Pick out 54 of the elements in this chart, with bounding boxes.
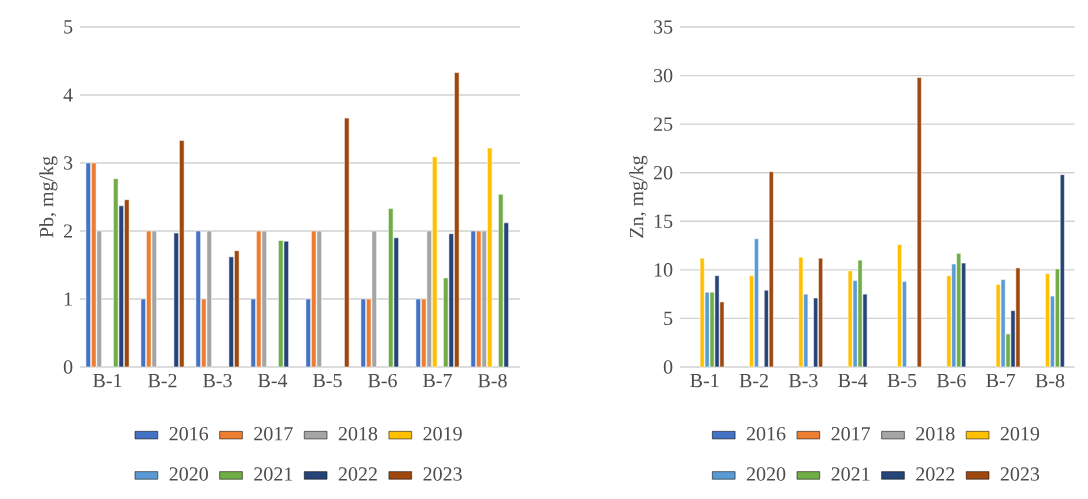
y-tick-label: 20 bbox=[653, 165, 673, 180]
legend-label: 2022 bbox=[338, 467, 377, 481]
legend-label: 2020 bbox=[746, 467, 786, 481]
y-tick-label: 4 bbox=[63, 88, 73, 102]
x-tick-label: B-1 bbox=[93, 373, 122, 388]
y-axis-title: Zn, mg/kg bbox=[629, 155, 648, 238]
y-tick-label: 10 bbox=[654, 263, 673, 277]
x-tick-label: B-2 bbox=[739, 373, 768, 388]
x-tick-label: B-3 bbox=[203, 373, 232, 388]
bar bbox=[1059, 174, 1065, 368]
y-tick-label: 15 bbox=[654, 214, 673, 228]
x-tick-label: B-5 bbox=[313, 373, 342, 388]
bar bbox=[768, 171, 774, 368]
x-tick-label: B-8 bbox=[1035, 373, 1065, 388]
bar bbox=[344, 117, 350, 368]
legend-label: 2018 bbox=[338, 426, 378, 441]
legend-label: 2020 bbox=[169, 467, 208, 481]
y-axis-title: Pb, mg/kg bbox=[39, 156, 58, 238]
x-tick-label: B-8 bbox=[478, 373, 507, 388]
y-tick-label: 5 bbox=[664, 311, 673, 326]
y-tick-label: 3 bbox=[64, 156, 73, 170]
x-tick-label: B-6 bbox=[936, 373, 966, 388]
y-tick-label: 30 bbox=[654, 68, 673, 83]
y-tick-label: 5 bbox=[64, 20, 73, 34]
legend-label: 2023 bbox=[423, 467, 462, 481]
x-tick-label: B-2 bbox=[148, 373, 177, 388]
bar bbox=[916, 77, 922, 368]
x-tick-label: B-7 bbox=[423, 373, 452, 388]
legend-label: 2022 bbox=[916, 467, 955, 481]
y-tick-label: 25 bbox=[653, 117, 673, 131]
legend-label: 2019 bbox=[1000, 426, 1040, 441]
bar bbox=[847, 270, 853, 368]
x-tick-label: B-4 bbox=[838, 373, 868, 388]
bar bbox=[699, 257, 705, 368]
y-tick-label: 35 bbox=[654, 20, 673, 34]
x-tick-label: B-3 bbox=[788, 373, 818, 388]
legend-label: 2021 bbox=[831, 467, 870, 481]
x-tick-label: B-1 bbox=[690, 373, 719, 388]
legend-label: 2023 bbox=[1000, 467, 1040, 481]
y-tick-label: 0 bbox=[663, 360, 673, 374]
y-tick-label: 2 bbox=[63, 224, 72, 238]
legend-label: 2016 bbox=[169, 426, 209, 441]
legend-label: 2019 bbox=[423, 426, 462, 441]
legend-label: 2018 bbox=[916, 426, 955, 441]
legend-label: 2016 bbox=[746, 426, 786, 441]
legend-label: 2017 bbox=[254, 426, 293, 441]
x-tick-label: B-7 bbox=[986, 373, 1016, 388]
legend-label: 2017 bbox=[831, 426, 871, 441]
y-tick-label: 0 bbox=[63, 360, 73, 374]
y-tick-label: 1 bbox=[64, 292, 72, 306]
x-tick-label: B-5 bbox=[887, 373, 917, 388]
x-tick-label: B-4 bbox=[258, 373, 288, 388]
x-tick-label: B-6 bbox=[368, 373, 397, 388]
legend-label: 2021 bbox=[254, 467, 293, 481]
